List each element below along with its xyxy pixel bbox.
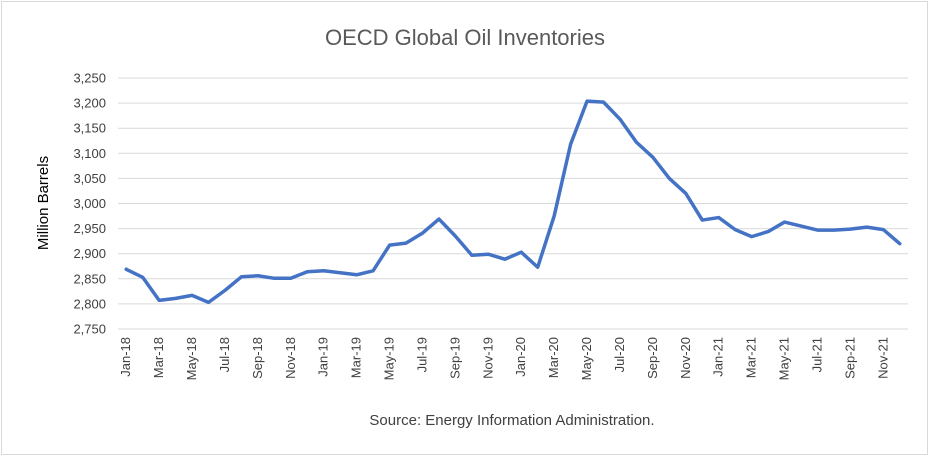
- y-tick-label: 3,200: [73, 96, 106, 111]
- x-tick-label: May-21: [777, 337, 792, 380]
- x-tick-label: Nov-18: [283, 337, 298, 379]
- x-tick-label: Jan-19: [316, 337, 331, 377]
- series-line: [124, 99, 902, 305]
- chart-title: OECD Global Oil Inventories: [325, 25, 605, 50]
- y-tick-label: 3,050: [73, 171, 106, 186]
- source-note: Source: Energy Information Administratio…: [369, 412, 654, 429]
- x-tick-label: Mar-21: [744, 337, 759, 378]
- x-tick-label: Sep-21: [842, 337, 857, 379]
- x-tick-label: Mar-19: [349, 337, 364, 378]
- x-tick-label: Nov-21: [875, 337, 890, 379]
- x-tick-label: Sep-18: [250, 337, 265, 379]
- y-tick-label: 3,150: [73, 121, 106, 136]
- x-tick-label: Nov-19: [480, 337, 495, 379]
- y-tick-label: 2,950: [73, 221, 106, 236]
- y-tick-label: 2,800: [73, 296, 106, 311]
- x-tick-label: Mar-18: [151, 337, 166, 378]
- y-axis-ticks: 2,750 2,800 2,850 2,900 2,950 3,000 3,050 3,100…: [73, 71, 106, 337]
- y-tick-label: 3,100: [73, 146, 106, 161]
- x-tick-label: Mar-20: [546, 337, 561, 378]
- x-tick-label: Nov-20: [678, 337, 693, 379]
- x-tick-label: Sep-20: [645, 337, 660, 379]
- x-tick-label: Jul-19: [414, 337, 429, 372]
- x-tick-label: May-19: [382, 337, 397, 380]
- gridlines: [118, 77, 908, 330]
- x-tick-label: Jan-21: [711, 337, 726, 377]
- x-tick-label: Jul-20: [612, 337, 627, 372]
- x-tick-label: May-18: [184, 337, 199, 380]
- x-tick-label: Jul-18: [217, 337, 232, 372]
- y-tick-label: 2,850: [73, 271, 106, 286]
- x-tick-label: Jan-20: [513, 337, 528, 377]
- y-tick-label: 2,900: [73, 246, 106, 261]
- y-tick-label: 3,000: [73, 196, 106, 211]
- y-tick-label: 3,250: [73, 71, 106, 86]
- y-tick-label: 2,750: [73, 322, 106, 337]
- x-tick-label: Jul-21: [809, 337, 824, 372]
- y-axis-label: Million Barrels: [35, 156, 52, 250]
- x-axis-ticks: Jan-18 Mar-18 May-18 Jul-18 Sep-18 Nov-18 Jan-…: [118, 337, 890, 380]
- x-tick-label: Jan-18: [118, 337, 133, 377]
- x-tick-label: Sep-19: [447, 337, 462, 379]
- x-tick-label: May-20: [579, 337, 594, 380]
